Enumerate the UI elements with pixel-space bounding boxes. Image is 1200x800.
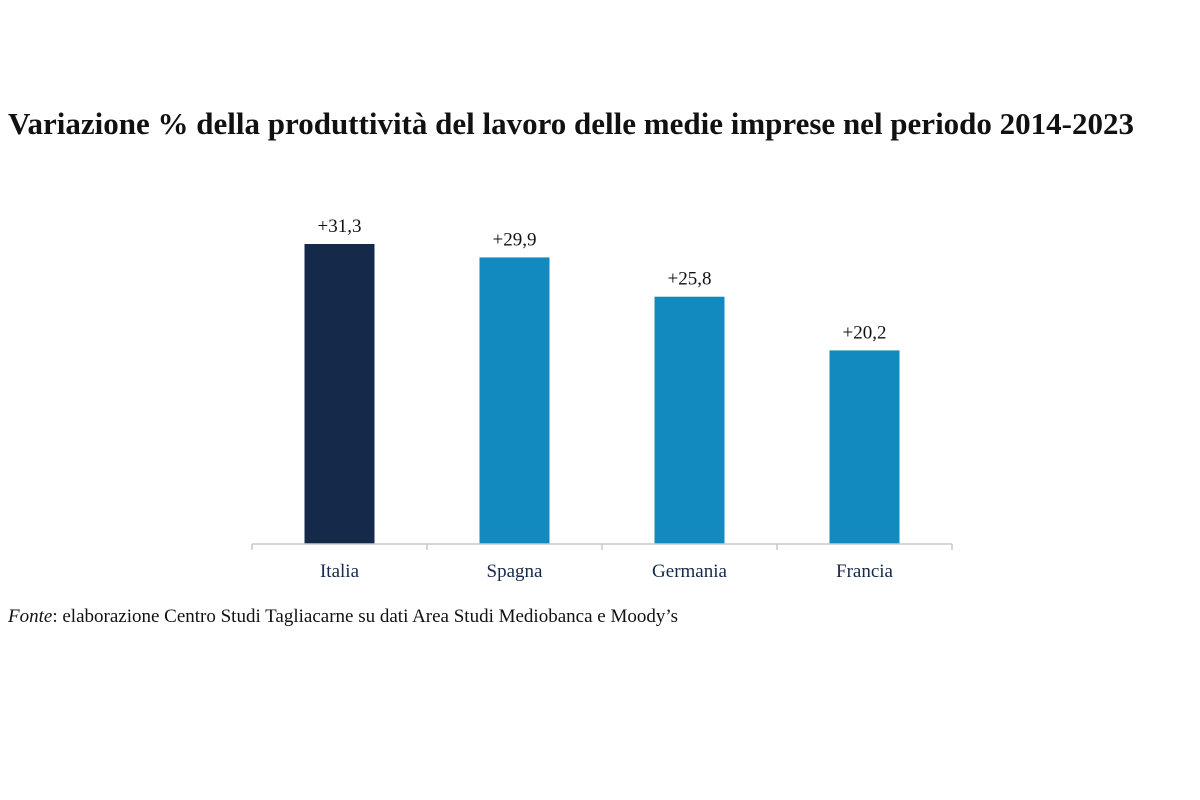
bar-germania [654,296,725,544]
x-tick-label: Spagna [487,561,544,582]
data-label: +20,2 [843,322,887,343]
bar-spagna [479,257,550,544]
chart-title: Variazione % della produttività del lavo… [8,106,1134,141]
data-label: +31,3 [318,216,362,237]
x-tick-label: Francia [836,561,894,582]
data-label: +29,9 [493,229,537,250]
bars-group [304,244,900,544]
source-text: : elaborazione Centro Studi Tagliacarne … [52,606,679,627]
data-label: +25,8 [668,269,712,290]
x-tick-label: Germania [652,561,727,582]
bar-italia [304,244,375,544]
x-axis [251,543,953,550]
x-tick-label: Italia [320,561,360,582]
labels-group: +31,3 Italia +29,9 Spagna +25,8 Germania +20,2… [318,216,894,582]
bar-francia [829,350,900,544]
source-note: Fonte: elaborazione Centro Studi Tagliac… [8,604,678,630]
source-label: Fonte [8,606,53,627]
